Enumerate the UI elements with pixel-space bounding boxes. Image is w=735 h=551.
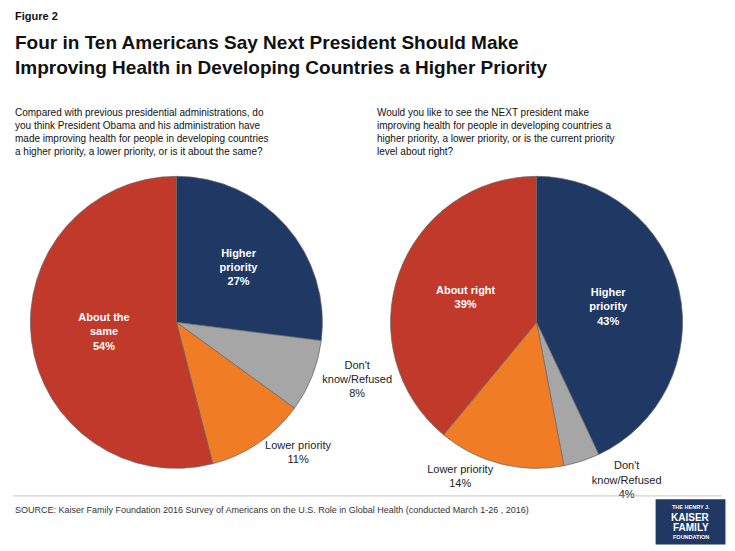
svg-text:Higherpriority43%: Higherpriority43% — [589, 286, 628, 327]
svg-text:Don'tknow/Refused8%: Don'tknow/Refused8% — [322, 359, 392, 400]
svg-text:Lower priority14%: Lower priority14% — [427, 463, 494, 489]
svg-text:Would you like to see the NEXT: Would you like to see the NEXT president… — [377, 107, 615, 157]
svg-text:Four in Ten Americans Say Next: Four in Ten Americans Say Next President… — [15, 32, 548, 78]
svg-text:KAISER: KAISER — [671, 512, 710, 523]
svg-text:About right39%: About right39% — [436, 284, 496, 310]
svg-text:Compared with previous preside: Compared with previous presidential admi… — [15, 107, 269, 157]
svg-text:About thesame54%: About thesame54% — [78, 311, 129, 352]
svg-text:Higherpriority27%: Higherpriority27% — [220, 247, 259, 288]
svg-text:FAMILY: FAMILY — [673, 522, 709, 533]
svg-text:SOURCE: Kaiser Family Foundati: SOURCE: Kaiser Family Foundation 2016 Su… — [15, 505, 529, 515]
svg-text:Figure 2: Figure 2 — [15, 10, 58, 22]
svg-text:Lower priority11%: Lower priority11% — [265, 439, 332, 465]
svg-text:FOUNDATION: FOUNDATION — [673, 534, 709, 540]
svg-text:THE HENRY J.: THE HENRY J. — [672, 504, 710, 510]
svg-text:Don'tknow/Refused4%: Don'tknow/Refused4% — [592, 459, 662, 500]
